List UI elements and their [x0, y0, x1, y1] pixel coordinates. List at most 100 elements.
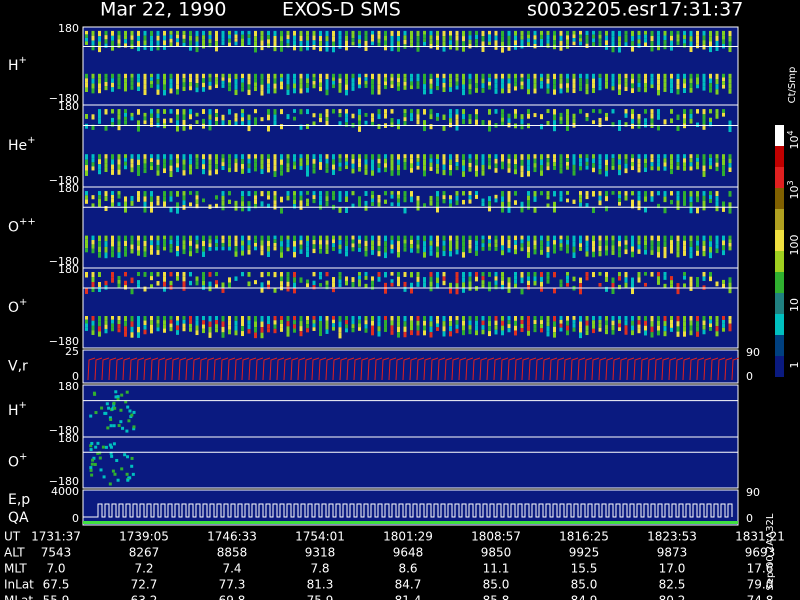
spectrum-cell [566, 114, 569, 121]
spectrum-cell [273, 246, 277, 251]
spectrum-cell [247, 120, 251, 126]
spectrum-cell [442, 280, 446, 286]
spectrum-cell [91, 162, 95, 167]
spectrum-cell [98, 36, 101, 42]
spectrum-cell [113, 472, 117, 476]
spectrum-cell [98, 159, 101, 165]
spectrum-cell [89, 414, 93, 418]
spectrum-cell [150, 154, 153, 159]
spectrum-cell [436, 163, 439, 169]
spectrum-cell [91, 277, 95, 283]
spectrum-cell [624, 109, 628, 114]
spectrum-cell [156, 154, 160, 160]
spectrum-cell [722, 240, 725, 246]
spectrum-cell [637, 158, 641, 164]
spectrum-cell [637, 35, 641, 40]
spectrum-cell [670, 276, 673, 281]
spectrum-cell [650, 113, 654, 119]
spectrum-cell [215, 164, 218, 170]
spectrum-cell [514, 244, 517, 250]
spectrum-cell [293, 282, 296, 289]
spectrum-cell [442, 73, 446, 79]
spectrum-cell [722, 283, 725, 288]
spectrum-cell [462, 114, 465, 120]
spectrum-cell [540, 328, 543, 333]
spectrum-cell [351, 328, 355, 333]
spectrum-cell [644, 272, 647, 276]
spectrum-cell [91, 88, 95, 94]
spectrum-cell [247, 272, 251, 277]
spectrum-cell [618, 194, 621, 199]
spectrum-cell [631, 246, 634, 252]
spectrum-cell [312, 81, 316, 85]
spectrum-cell [241, 250, 244, 256]
spectrum-cell [221, 38, 225, 42]
spectrum-cell [371, 121, 374, 127]
spectrum-cell [709, 272, 712, 277]
spectrum-cell [696, 196, 699, 203]
spectrum-cell [247, 168, 251, 173]
spectrum-cell [618, 36, 621, 42]
spectrum-cell [559, 163, 563, 169]
spectrum-cell [501, 276, 504, 281]
spectrum-cell [390, 159, 394, 166]
spectrum-cell [371, 154, 374, 160]
spectrum-cell [254, 162, 257, 168]
spectrum-cell [319, 82, 322, 87]
spectrum-cell [488, 272, 491, 277]
spectrum-cell [423, 246, 426, 253]
table-cell: 9925 [569, 546, 600, 560]
spectrum-cell [371, 30, 374, 35]
spectrum-cell [208, 286, 212, 292]
spectrum-cell [436, 86, 439, 91]
spectrum-cell [637, 78, 641, 83]
spectrum-cell [546, 120, 550, 125]
spectrum-cell [650, 235, 654, 241]
spectrum-cell [195, 235, 199, 240]
spectrum-cell [111, 82, 114, 88]
spectrum-cell [540, 170, 543, 176]
spectrum-cell [624, 30, 628, 35]
spectrum-cell [514, 154, 517, 160]
spectrum-cell [169, 171, 173, 178]
spectrum-cell [293, 30, 296, 36]
spectrum-cell [358, 279, 361, 284]
spectrum-cell [163, 243, 166, 247]
spectrum-cell [293, 199, 296, 205]
spectrum-cell [189, 240, 192, 246]
spectrum-cell [306, 324, 309, 329]
spectrum-cell [475, 43, 478, 48]
y-tick-label: −180 [49, 424, 79, 437]
spectrum-cell [423, 73, 426, 79]
spectrum-cell [546, 191, 550, 196]
spectrum-cell [137, 165, 140, 171]
spectrum-cell [566, 330, 569, 336]
spectrum-cell [280, 235, 283, 242]
spectrum-cell [254, 239, 257, 243]
spectrum-cell [553, 120, 556, 126]
spectrum-cell [442, 36, 446, 42]
spectrum-cell [228, 30, 231, 35]
spectrum-cell [598, 251, 602, 257]
spectrum-cell [462, 277, 465, 283]
spectrum-cell [85, 123, 88, 129]
spectrum-cell [325, 36, 329, 42]
spectrum-cell [176, 208, 179, 214]
spectrum-cell [540, 34, 543, 39]
spectrum-cell [507, 239, 511, 245]
spectrum-cell [468, 195, 472, 200]
spectrum-cell [234, 73, 238, 80]
spectrum-cell [650, 162, 654, 167]
spectrum-cell [657, 114, 660, 120]
spectrum-cell [546, 78, 550, 84]
spectrum-cell [644, 249, 647, 255]
spectrum-cell [663, 191, 667, 197]
spectrum-cell [113, 406, 117, 410]
spectrum-cell [306, 154, 309, 160]
spectrum-cell [228, 82, 231, 87]
spectrum-cell [449, 122, 452, 128]
spectrum-cell [98, 326, 101, 332]
spectrum-cell [468, 89, 472, 95]
spectrum-cell [676, 165, 680, 170]
spectrum-cell [299, 46, 303, 52]
